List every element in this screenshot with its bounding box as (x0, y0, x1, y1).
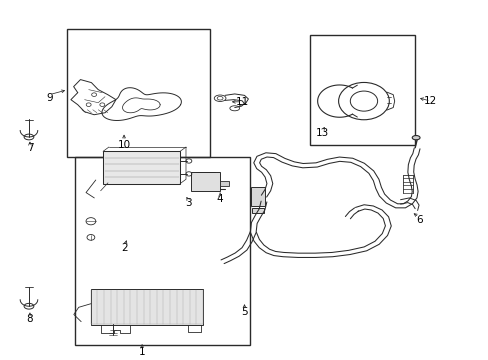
Bar (75, 157, 250, 345)
Bar (91, 289, 203, 325)
Ellipse shape (411, 135, 419, 140)
Bar (252, 208, 264, 213)
Text: 1: 1 (139, 347, 145, 357)
Text: 5: 5 (241, 307, 247, 317)
Text: 3: 3 (185, 198, 191, 208)
Text: 2: 2 (122, 243, 128, 253)
Text: 7: 7 (26, 143, 33, 153)
Bar (66, 30, 210, 157)
Bar (103, 151, 180, 184)
Text: 8: 8 (26, 314, 33, 324)
Text: 10: 10 (117, 140, 130, 150)
Bar (220, 181, 228, 186)
Text: 11: 11 (235, 97, 248, 107)
Bar (251, 187, 264, 206)
Text: 9: 9 (46, 93, 53, 103)
Text: 6: 6 (415, 215, 422, 225)
Text: 4: 4 (216, 194, 223, 204)
Text: 12: 12 (423, 96, 436, 106)
Bar (310, 36, 414, 145)
Text: 13: 13 (315, 129, 328, 138)
Bar (252, 194, 264, 200)
Bar (190, 172, 220, 191)
